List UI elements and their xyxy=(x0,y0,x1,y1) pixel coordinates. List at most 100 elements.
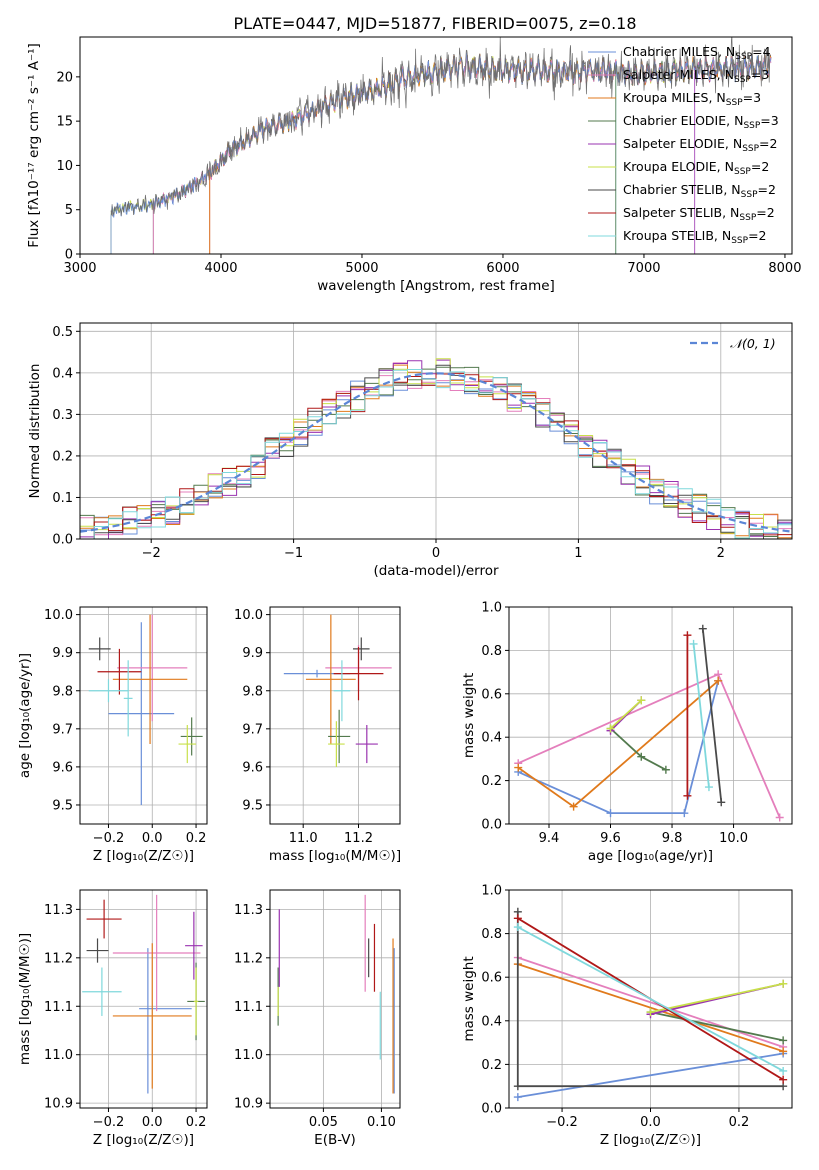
legend-sep: , N xyxy=(708,90,725,105)
legend-nssp: =4 xyxy=(752,44,770,59)
y-tick-label: 9.7 xyxy=(52,722,73,737)
mass-weight-line xyxy=(650,982,784,1013)
legend-nssp: =2 xyxy=(751,159,769,174)
mass-weight-line xyxy=(650,1011,784,1042)
mass-weight-line xyxy=(692,643,710,788)
mass-weight-marker xyxy=(714,676,723,685)
legend-nssp: =2 xyxy=(759,136,777,151)
y-tick-label: 9.9 xyxy=(52,646,73,661)
legend-sep: , N xyxy=(725,136,742,151)
x-tick-label: 9.6 xyxy=(600,831,621,846)
x-axis-label: Z [log₁₀(Z/Z☉)] xyxy=(93,1132,194,1148)
mass-weight-line xyxy=(517,963,784,1053)
panel-age-vs-Z: −0.2 0.0 0.2 9.5 9.6 9.7 9.8 9.9 10.0 Z [log₁₀(Z/… xyxy=(17,606,208,864)
y-tick-label: 9.5 xyxy=(242,798,263,813)
y-tick-label: 9.8 xyxy=(52,684,73,699)
y-tick-label: 11.3 xyxy=(44,903,73,918)
legend-name: Salpeter MILES xyxy=(623,67,717,82)
y-tick-label: 0.0 xyxy=(52,533,73,548)
histogram-step-8 xyxy=(80,369,792,539)
legend-name: Chabrier ELODIE xyxy=(623,113,726,128)
panel-mass-weight-vs-age: 9.4 9.6 9.8 10.0 0.0 0.2 0.4 0.6 0.8 1.0 age [log₁… xyxy=(461,601,793,864)
legend-nssp: =3 xyxy=(760,113,778,128)
mass-weight-marker xyxy=(779,1047,788,1056)
y-tick-label: 11.2 xyxy=(44,951,73,966)
y-axis-label: mass weight xyxy=(461,956,477,1041)
legend-label: Salpeter ELODIE, NSSP=2 xyxy=(623,136,777,154)
mass-weight-marker xyxy=(606,724,615,733)
data-spectrum xyxy=(110,37,772,217)
x-tick-label: 0.2 xyxy=(186,1115,207,1130)
x-tick-label: 0 xyxy=(432,546,440,561)
mass-weight-marker xyxy=(775,813,784,822)
mass-weight-marker xyxy=(637,752,646,761)
y-tick-label: 0.1 xyxy=(52,491,73,506)
y-tick-label: 0 xyxy=(65,248,73,263)
mass-weight-marker xyxy=(680,809,689,818)
mass-weight-marker xyxy=(779,1075,788,1084)
x-tick-label: 0.2 xyxy=(186,831,207,846)
y-axis-label: mass [log₁₀(M/M☉)] xyxy=(17,933,33,1065)
mass-weight-marker xyxy=(646,1008,655,1017)
y-tick-label: 1.0 xyxy=(481,884,502,899)
plot-area xyxy=(283,614,392,767)
axes-frame xyxy=(79,606,208,825)
y-tick-label: 10.9 xyxy=(234,1097,263,1112)
x-axis-label: Z [log₁₀(Z/Z☉)] xyxy=(93,848,194,864)
plot-area xyxy=(513,907,788,1102)
model-spectrum-6 xyxy=(152,54,772,254)
legend-name: Kroupa ELODIE xyxy=(623,159,717,174)
y-tick-label: 10.0 xyxy=(44,608,73,623)
mass-weight-marker xyxy=(689,639,698,648)
legend-name: Kroupa MILES xyxy=(623,90,709,105)
x-axis-label: E(B-V) xyxy=(314,1132,356,1148)
model-spectrum-8 xyxy=(615,55,772,254)
legend-sub: SSP xyxy=(734,167,751,177)
legend-label: Chabrier STELIB, NSSP=2 xyxy=(623,182,776,200)
x-tick-label: −0.2 xyxy=(93,831,125,846)
mass-weight-marker xyxy=(569,802,578,811)
x-tick-label: 0.05 xyxy=(309,1115,338,1130)
legend-label: 𝒩(0, 1) xyxy=(730,336,776,351)
normal-reference-curve xyxy=(80,372,792,533)
y-tick-label: 5 xyxy=(65,203,73,218)
legend-name: Kroupa STELIB xyxy=(623,228,714,243)
x-tick-label: 0.10 xyxy=(367,1115,396,1130)
x-axis-label: wavelength [Angstrom, rest frame] xyxy=(317,278,555,294)
y-axis-label: Flux [fλ10⁻¹⁷ erg cm⁻² s⁻¹ A⁻¹] xyxy=(26,43,42,248)
legend-sep: , N xyxy=(714,228,731,243)
mass-weight-marker xyxy=(683,791,692,800)
plot-area xyxy=(82,894,205,1094)
mass-weight-line xyxy=(517,956,784,1048)
x-tick-label: 10.0 xyxy=(719,831,748,846)
x-tick-label: 0.0 xyxy=(142,1115,163,1130)
y-tick-label: 9.8 xyxy=(242,684,263,699)
legend-name: Chabrier MILES xyxy=(623,44,718,59)
mass-weight-line xyxy=(517,1052,784,1098)
plot-area xyxy=(277,894,395,1094)
y-tick-label: 9.6 xyxy=(52,760,73,775)
y-tick-label: 11.0 xyxy=(44,1048,73,1063)
x-tick-label: 4000 xyxy=(204,261,237,276)
x-tick-label: −2 xyxy=(142,546,161,561)
y-tick-label: 10.9 xyxy=(44,1097,73,1112)
mass-weight-marker xyxy=(704,783,713,792)
y-tick-label: 11.0 xyxy=(234,1048,263,1063)
x-tick-label: 11.2 xyxy=(344,831,373,846)
axes-frame xyxy=(79,36,793,255)
y-tick-label: 15 xyxy=(56,115,73,130)
y-tick-label: 9.5 xyxy=(52,798,73,813)
legend-nssp: =3 xyxy=(743,90,761,105)
x-tick-label: −0.2 xyxy=(93,1115,125,1130)
x-tick-label: 8000 xyxy=(768,261,801,276)
mass-weight-marker xyxy=(513,1082,522,1091)
mass-weight-line xyxy=(609,699,642,730)
x-tick-label: 7000 xyxy=(627,261,660,276)
axes-frame xyxy=(79,322,793,540)
y-tick-label: 10 xyxy=(56,159,73,174)
y-axis-label: mass weight xyxy=(461,673,477,758)
axes-frame xyxy=(508,606,793,825)
legend-label: Salpeter STELIB, NSSP=2 xyxy=(623,205,775,223)
mass-weight-marker xyxy=(779,979,788,988)
legend-sub: SSP xyxy=(731,236,748,246)
